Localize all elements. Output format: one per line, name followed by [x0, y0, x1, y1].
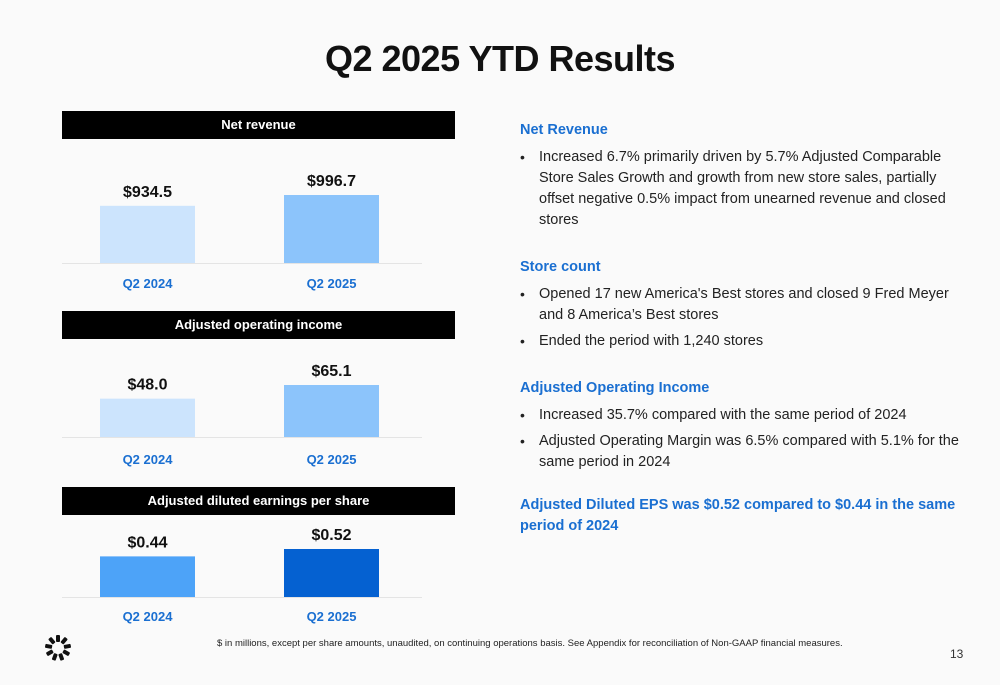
category-label: Q2 2025 — [307, 276, 357, 291]
bar-value-label: $65.1 — [311, 363, 351, 380]
chart-header: Adjusted operating income — [62, 311, 455, 339]
operating-income-bullets: Increased 35.7% compared with the same p… — [520, 405, 960, 473]
bullet-item: Adjusted Operating Margin was 6.5% compa… — [520, 431, 960, 473]
bar-q2-2024 — [100, 556, 195, 597]
page-title: Q2 2025 YTD Results — [324, 38, 676, 79]
chart-plot: $48.0 Q2 2024 $65.1 Q2 2025 — [62, 363, 422, 467]
bar-q2-2025 — [284, 549, 379, 597]
commentary-panel: Net Revenue Increased 6.7% primarily dri… — [520, 120, 960, 537]
eps-statement: Adjusted Diluted EPS was $0.52 compared … — [520, 497, 956, 534]
adjusted-eps-chart: Adjusted diluted earnings per share $0.4… — [62, 487, 455, 632]
bar-value-label: $0.44 — [127, 534, 167, 551]
footnote: $ in millions, except per share amounts,… — [217, 638, 843, 649]
operating-income-heading: Adjusted Operating Income — [520, 380, 710, 396]
bar-q2-2024 — [100, 205, 195, 263]
category-label: Q2 2024 — [123, 609, 174, 624]
category-label: Q2 2024 — [123, 452, 174, 467]
bar-q2-2025 — [284, 385, 379, 437]
net-revenue-heading: Net Revenue — [520, 122, 608, 138]
company-logo-icon — [45, 635, 71, 661]
bar-value-label: $996.7 — [307, 173, 356, 190]
store-count-heading: Store count — [520, 259, 601, 275]
bar-value-label: $934.5 — [123, 184, 172, 201]
net-revenue-chart: Net revenue $934.5 Q2 2024 $996.7 Q2 2025 — [62, 111, 455, 301]
adjusted-operating-income-chart: Adjusted operating income $48.0 Q2 2024 $6… — [62, 311, 455, 481]
bar-q2-2024 — [100, 398, 195, 437]
chart-header: Net revenue — [62, 111, 455, 139]
category-label: Q2 2025 — [307, 609, 357, 624]
bar-q2-2025 — [284, 195, 379, 263]
page-number: 13 — [950, 647, 964, 661]
store-count-bullets: Opened 17 new America's Best stores and … — [520, 284, 960, 352]
category-label: Q2 2025 — [307, 452, 357, 467]
bar-value-label: $48.0 — [127, 377, 167, 394]
category-label: Q2 2024 — [123, 276, 174, 291]
bullet-item: Increased 35.7% compared with the same p… — [520, 405, 960, 426]
net-revenue-bullets: Increased 6.7% primarily driven by 5.7% … — [520, 147, 960, 231]
bullet-item: Opened 17 new America's Best stores and … — [520, 284, 960, 326]
bullet-item: Increased 6.7% primarily driven by 5.7% … — [520, 147, 960, 231]
chart-plot: $0.44 Q2 2024 $0.52 Q2 2025 — [62, 527, 422, 624]
bar-value-label: $0.52 — [311, 527, 351, 544]
chart-plot: $934.5 Q2 2024 $996.7 Q2 2025 — [62, 173, 422, 291]
chart-header: Adjusted diluted earnings per share — [62, 487, 455, 515]
bullet-item: Ended the period with 1,240 stores — [520, 331, 960, 352]
